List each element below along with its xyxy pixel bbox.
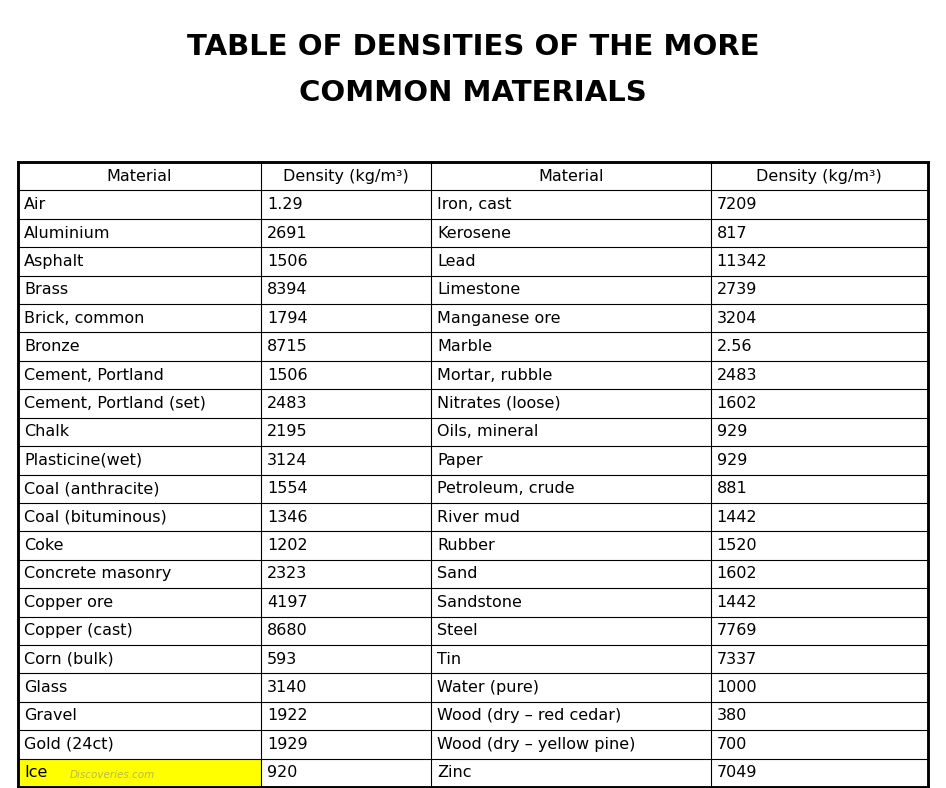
Text: Material: Material [538, 169, 604, 184]
Text: 2691: 2691 [267, 225, 307, 240]
Text: Air: Air [24, 197, 46, 212]
Text: Limestone: Limestone [437, 282, 520, 297]
Text: Steel: Steel [437, 623, 478, 638]
Text: 11342: 11342 [716, 254, 767, 269]
Text: 1506: 1506 [267, 254, 307, 269]
Bar [18, 787, 261, 788]
Text: Concrete masonry: Concrete masonry [24, 567, 171, 582]
Text: Aluminium: Aluminium [24, 225, 111, 240]
Text: 1346: 1346 [267, 510, 307, 525]
Text: 8394: 8394 [267, 282, 307, 297]
Text: 1794: 1794 [267, 310, 307, 325]
Text: 2483: 2483 [716, 367, 757, 382]
Text: 881: 881 [716, 481, 747, 496]
Text: Wood (dry – red cedar): Wood (dry – red cedar) [437, 708, 622, 723]
Text: Asphalt: Asphalt [24, 254, 84, 269]
Text: Ice: Ice [24, 765, 47, 780]
Text: Coal (anthracite): Coal (anthracite) [24, 481, 160, 496]
Text: Water (pure): Water (pure) [437, 680, 539, 695]
Text: 929: 929 [716, 453, 747, 468]
Text: Manganese ore: Manganese ore [437, 310, 561, 325]
Text: 2.56: 2.56 [716, 339, 752, 354]
Text: 8680: 8680 [267, 623, 307, 638]
Text: Density (kg/m³): Density (kg/m³) [283, 169, 409, 184]
Text: Cement, Portland (set): Cement, Portland (set) [24, 396, 206, 411]
Text: 1.29: 1.29 [267, 197, 303, 212]
Text: Iron, cast: Iron, cast [437, 197, 512, 212]
Text: Gravel: Gravel [24, 708, 77, 723]
Text: 1602: 1602 [716, 567, 757, 582]
Text: 1202: 1202 [267, 538, 307, 553]
Text: Copper ore: Copper ore [24, 595, 114, 610]
Bar [18, 162, 928, 787]
Text: Density (kg/m³): Density (kg/m³) [757, 169, 882, 184]
Text: Marble: Marble [437, 339, 492, 354]
Text: Kerosene: Kerosene [437, 225, 511, 240]
Text: Chalk: Chalk [24, 425, 69, 440]
Text: Material: Material [107, 169, 172, 184]
Text: 7769: 7769 [716, 623, 757, 638]
Text: 2483: 2483 [267, 396, 307, 411]
Text: Bronze: Bronze [24, 339, 79, 354]
Text: 2195: 2195 [267, 425, 307, 440]
Text: Nitrates (loose): Nitrates (loose) [437, 396, 561, 411]
Text: Sandstone: Sandstone [437, 595, 522, 610]
Text: Paper: Paper [437, 453, 482, 468]
Text: Petroleum, crude: Petroleum, crude [437, 481, 575, 496]
Text: Rubber: Rubber [437, 538, 495, 553]
Text: Coke: Coke [24, 538, 63, 553]
Text: 1000: 1000 [716, 680, 757, 695]
Text: Oils, mineral: Oils, mineral [437, 425, 538, 440]
Text: 1506: 1506 [267, 367, 307, 382]
Text: 3204: 3204 [716, 310, 757, 325]
Text: 3124: 3124 [267, 453, 307, 468]
Text: 380: 380 [716, 708, 747, 723]
Text: 4197: 4197 [267, 595, 307, 610]
Text: Discoveries.com: Discoveries.com [70, 770, 155, 780]
Text: Brass: Brass [24, 282, 68, 297]
Text: 1442: 1442 [716, 510, 757, 525]
Text: 3140: 3140 [267, 680, 307, 695]
Text: Gold (24ct): Gold (24ct) [24, 737, 114, 752]
Text: Tin: Tin [437, 652, 462, 667]
Text: 700: 700 [716, 737, 747, 752]
Text: Mortar, rubble: Mortar, rubble [437, 367, 552, 382]
Text: Coal (bituminous): Coal (bituminous) [24, 510, 166, 525]
Text: Cement, Portland: Cement, Portland [24, 367, 164, 382]
Text: 1922: 1922 [267, 708, 307, 723]
Text: 1554: 1554 [267, 481, 307, 496]
Text: River mud: River mud [437, 510, 520, 525]
Text: 2323: 2323 [267, 567, 307, 582]
Text: 1929: 1929 [267, 737, 307, 752]
Text: Sand: Sand [437, 567, 478, 582]
Text: 7209: 7209 [716, 197, 757, 212]
Text: Glass: Glass [24, 680, 67, 695]
Text: 7049: 7049 [716, 765, 757, 780]
Text: Brick, common: Brick, common [24, 310, 145, 325]
Bar [18, 759, 261, 787]
Text: 2739: 2739 [716, 282, 757, 297]
Text: Corn (bulk): Corn (bulk) [24, 652, 114, 667]
Text: 593: 593 [267, 652, 297, 667]
Text: 1520: 1520 [716, 538, 757, 553]
Text: TABLE OF DENSITIES OF THE MORE: TABLE OF DENSITIES OF THE MORE [186, 33, 760, 61]
Text: Copper (cast): Copper (cast) [24, 623, 132, 638]
Text: 1602: 1602 [716, 396, 757, 411]
Text: 920: 920 [267, 765, 297, 780]
Text: 929: 929 [716, 425, 747, 440]
Text: Plasticine(wet): Plasticine(wet) [24, 453, 142, 468]
Text: Wood (dry – yellow pine): Wood (dry – yellow pine) [437, 737, 636, 752]
Text: 8715: 8715 [267, 339, 307, 354]
Text: 1442: 1442 [716, 595, 757, 610]
Text: Zinc: Zinc [437, 765, 472, 780]
Text: 817: 817 [716, 225, 747, 240]
Text: Lead: Lead [437, 254, 476, 269]
Text: COMMON MATERIALS: COMMON MATERIALS [299, 79, 647, 107]
Text: 7337: 7337 [716, 652, 757, 667]
